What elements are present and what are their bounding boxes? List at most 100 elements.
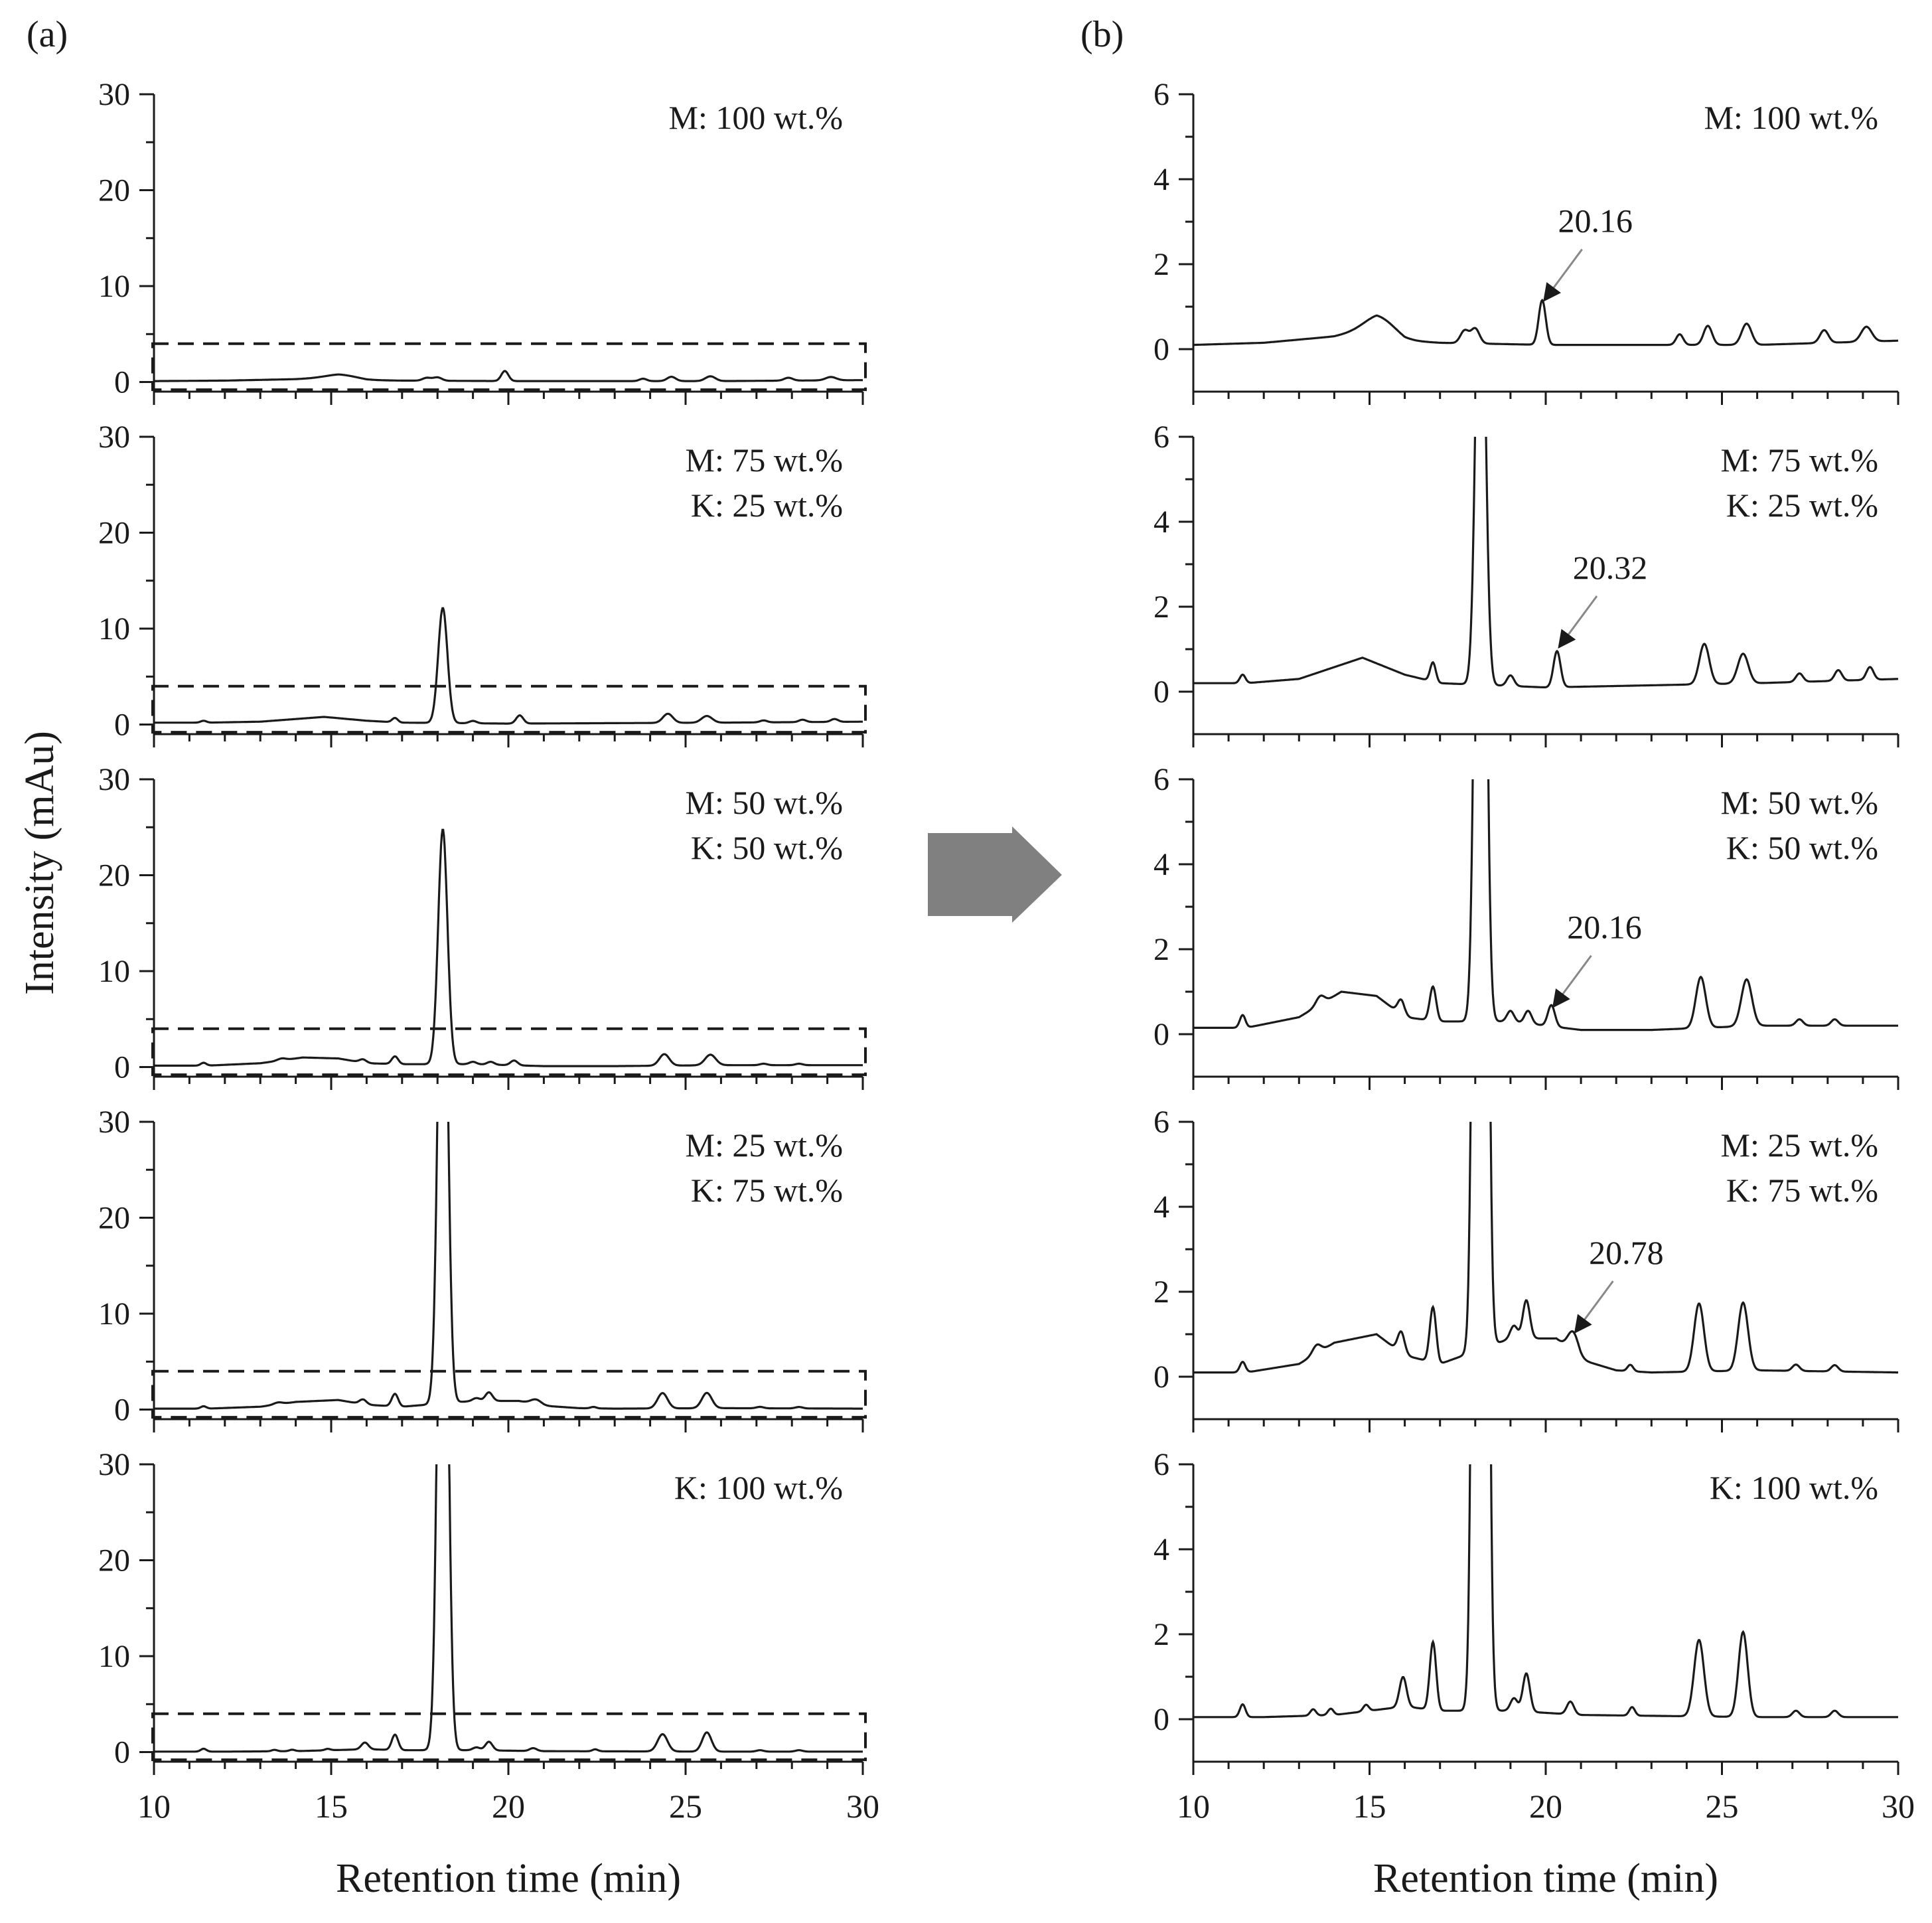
legend-label: M: 100 wt.% <box>1704 99 1879 136</box>
series-line <box>1193 779 1898 1032</box>
y-tick-label: 6 <box>1153 762 1169 797</box>
x-tick-label: 20 <box>492 1788 525 1825</box>
subplot-a-1: 0 10 20 30 M: 100 wt.% <box>98 77 867 405</box>
legend-label: K: 50 wt.% <box>1726 829 1878 866</box>
y-tick-label: 2 <box>1153 1617 1169 1652</box>
x-tick-label: 25 <box>1706 1788 1739 1825</box>
legend-label: K: 100 wt.% <box>674 1469 843 1506</box>
x-tick-label: 10 <box>1177 1788 1210 1825</box>
y-tick-label: 0 <box>1153 1017 1169 1052</box>
subplot-a-4: 0 10 20 30 M: 25 wt.% K: 75 wt.% <box>98 1105 867 1432</box>
x-tick-label: 15 <box>315 1788 348 1825</box>
x-tick-label: 15 <box>1353 1788 1386 1825</box>
legend-label: M: 25 wt.% <box>1721 1126 1879 1164</box>
y-tick-label: 20 <box>98 1543 130 1578</box>
y-axis-label: Intensity (mAu) <box>17 731 62 995</box>
zoom-box <box>151 1369 867 1419</box>
y-tick-label: 0 <box>1153 674 1169 710</box>
y-tick-label: 30 <box>98 1447 130 1482</box>
legend-label: M: 100 wt.% <box>669 99 844 136</box>
y-tick-label: 6 <box>1153 1447 1169 1482</box>
y-tick-label: 30 <box>98 762 130 797</box>
subplot-b-4: 0 2 4 6 M: 25 wt.% K: 75 wt.% 20.78 <box>1153 1105 1899 1432</box>
peak-annotation-arrow <box>1543 248 1583 302</box>
subplot-b-3: 0 2 4 6 M: 50 wt.% K: 50 wt.% 20.16 <box>1153 762 1899 1090</box>
legend-label: K: 75 wt.% <box>1726 1172 1878 1209</box>
legend-label: M: 75 wt.% <box>686 441 844 479</box>
y-tick-label: 6 <box>1153 420 1169 455</box>
y-tick-label: 6 <box>1153 1105 1169 1140</box>
series-line <box>154 828 863 1067</box>
subplot-b-1: 0 2 4 6 M: 100 wt.% 20.16 <box>1153 77 1899 405</box>
y-tick-label: 2 <box>1153 1274 1169 1310</box>
y-tick-label: 6 <box>1153 77 1169 112</box>
series-line <box>154 1122 863 1410</box>
peak-annotation-label: 20.16 <box>1567 909 1642 946</box>
subplot-a-2: 0 10 20 30 M: 75 wt.% K: 25 wt.% <box>98 420 867 747</box>
y-tick-label: 30 <box>98 420 130 455</box>
y-tick-label: 20 <box>98 858 130 893</box>
y-tick-label: 4 <box>1153 1532 1169 1567</box>
zoom-box <box>151 1027 867 1077</box>
zoom-box <box>151 684 867 734</box>
y-tick-label: 10 <box>98 1639 130 1674</box>
series-line <box>1193 298 1898 346</box>
x-axis-label: Retention time (min) <box>1373 1856 1718 1901</box>
y-tick-label: 4 <box>1153 504 1169 540</box>
legend-label: M: 50 wt.% <box>686 784 844 821</box>
y-tick-label: 30 <box>98 77 130 112</box>
y-tick-label: 10 <box>98 269 130 304</box>
panel-label-b: (b) <box>1080 14 1124 55</box>
x-tick-label: 20 <box>1529 1788 1562 1825</box>
series-line <box>154 1464 863 1753</box>
y-tick-label: 10 <box>98 954 130 989</box>
peak-annotation-arrow <box>1558 595 1598 649</box>
panel-label-a: (a) <box>27 14 68 55</box>
y-tick-label: 0 <box>114 1050 130 1085</box>
legend-label: K: 50 wt.% <box>691 829 843 866</box>
y-tick-label: 0 <box>114 1735 130 1770</box>
legend-label: K: 100 wt.% <box>1710 1469 1878 1506</box>
panel-b: (b) 0 2 4 6 M: 100 wt.% 20.16 0 2 4 6 M: 75 wt.% K: … <box>1080 14 1915 1901</box>
series-line <box>1193 437 1898 689</box>
series-line <box>154 607 863 725</box>
series-line <box>154 370 863 382</box>
subplot-b-5: 0 2 4 6 10 15 20 25 30 K: 100 wt.% <box>1153 1447 1915 1825</box>
y-tick-label: 4 <box>1153 1190 1169 1225</box>
y-tick-label: 2 <box>1153 932 1169 967</box>
subplot-b-2: 0 2 4 6 M: 75 wt.% K: 25 wt.% 20.32 <box>1153 420 1899 747</box>
zoom-box <box>151 342 867 392</box>
y-tick-label: 2 <box>1153 589 1169 625</box>
legend-label: K: 25 wt.% <box>1726 487 1878 524</box>
y-tick-label: 4 <box>1153 162 1169 197</box>
y-tick-label: 10 <box>98 611 130 647</box>
x-tick-label: 25 <box>669 1788 702 1825</box>
y-tick-label: 0 <box>114 365 130 400</box>
y-tick-label: 0 <box>1153 1359 1169 1395</box>
subplot-a-3: 0 10 20 30 M: 50 wt.% K: 50 wt.% <box>98 762 867 1090</box>
right-arrow-icon <box>928 826 1062 923</box>
y-tick-label: 0 <box>114 1393 130 1428</box>
peak-annotation-label: 20.78 <box>1589 1234 1664 1271</box>
zoom-box <box>151 1712 867 1762</box>
y-tick-label: 0 <box>1153 1702 1169 1737</box>
y-tick-label: 0 <box>1153 332 1169 367</box>
peak-annotation-label: 20.32 <box>1573 549 1648 586</box>
x-tick-label: 10 <box>137 1788 171 1825</box>
series-line <box>1193 1464 1898 1719</box>
y-tick-label: 20 <box>98 1201 130 1236</box>
y-tick-label: 0 <box>114 708 130 743</box>
legend-label: K: 25 wt.% <box>691 487 843 524</box>
series-line <box>1193 1122 1898 1374</box>
legend-label: M: 50 wt.% <box>1721 784 1879 821</box>
y-tick-label: 20 <box>98 516 130 551</box>
y-tick-label: 20 <box>98 173 130 208</box>
legend-label: M: 25 wt.% <box>686 1126 844 1164</box>
peak-annotation-arrow <box>1552 955 1592 1008</box>
peak-annotation-label: 20.16 <box>1558 202 1633 240</box>
peak-annotation-arrow <box>1574 1280 1614 1334</box>
y-tick-label: 4 <box>1153 847 1169 882</box>
